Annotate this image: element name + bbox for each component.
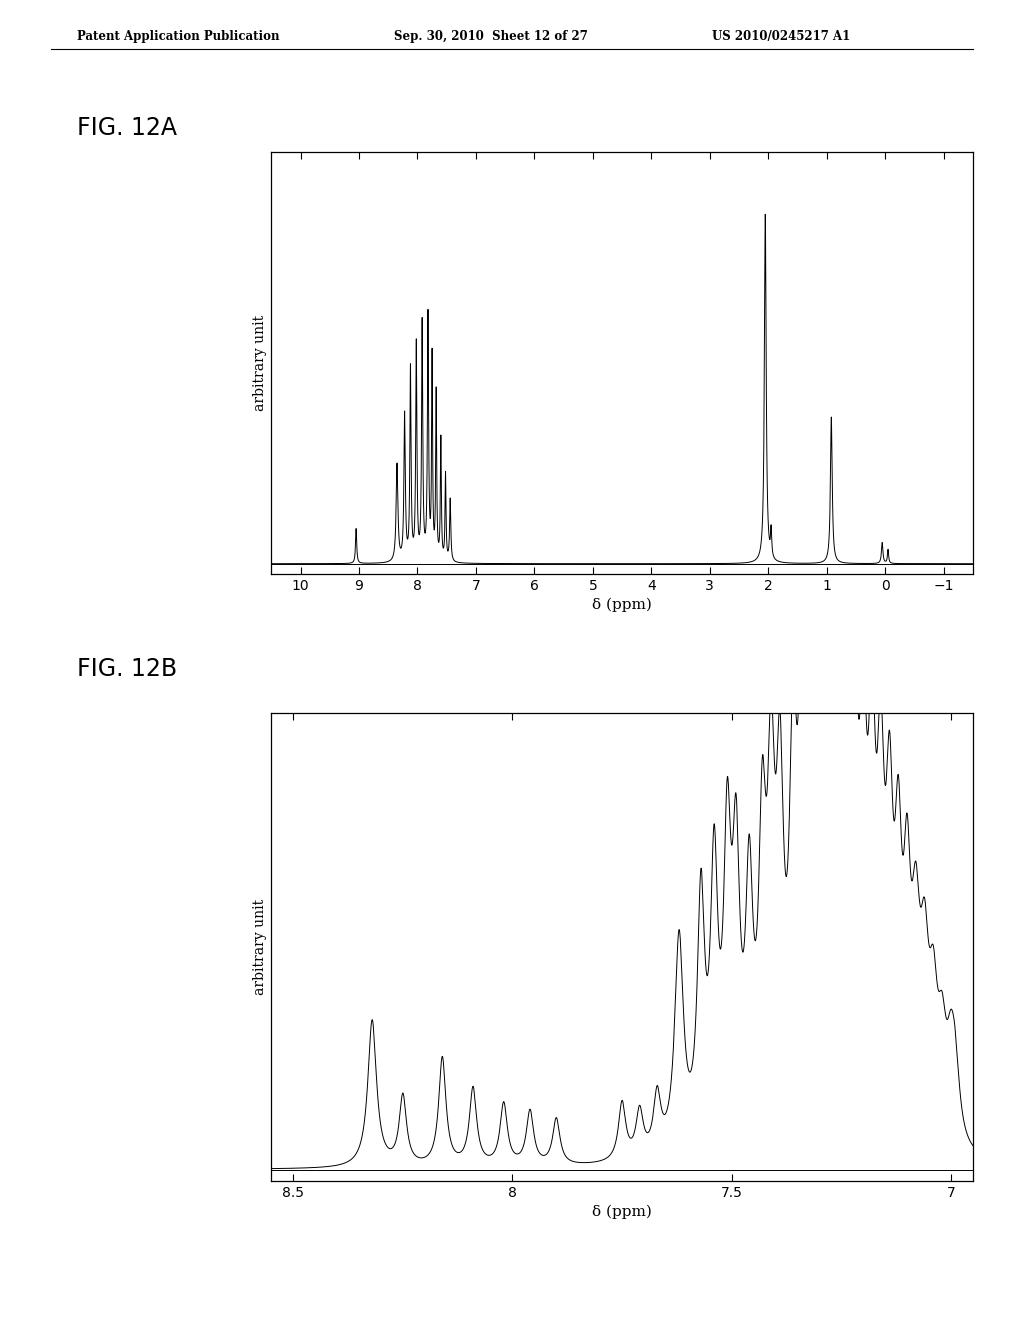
Text: US 2010/0245217 A1: US 2010/0245217 A1 [712,30,850,44]
Y-axis label: arbitrary unit: arbitrary unit [253,315,267,411]
Text: Patent Application Publication: Patent Application Publication [77,30,280,44]
Text: FIG. 12B: FIG. 12B [77,657,177,681]
Text: Sep. 30, 2010  Sheet 12 of 27: Sep. 30, 2010 Sheet 12 of 27 [394,30,588,44]
Text: FIG. 12A: FIG. 12A [77,116,177,140]
Y-axis label: arbitrary unit: arbitrary unit [253,899,267,995]
X-axis label: δ (ppm): δ (ppm) [592,1204,652,1218]
X-axis label: δ (ppm): δ (ppm) [592,597,652,611]
